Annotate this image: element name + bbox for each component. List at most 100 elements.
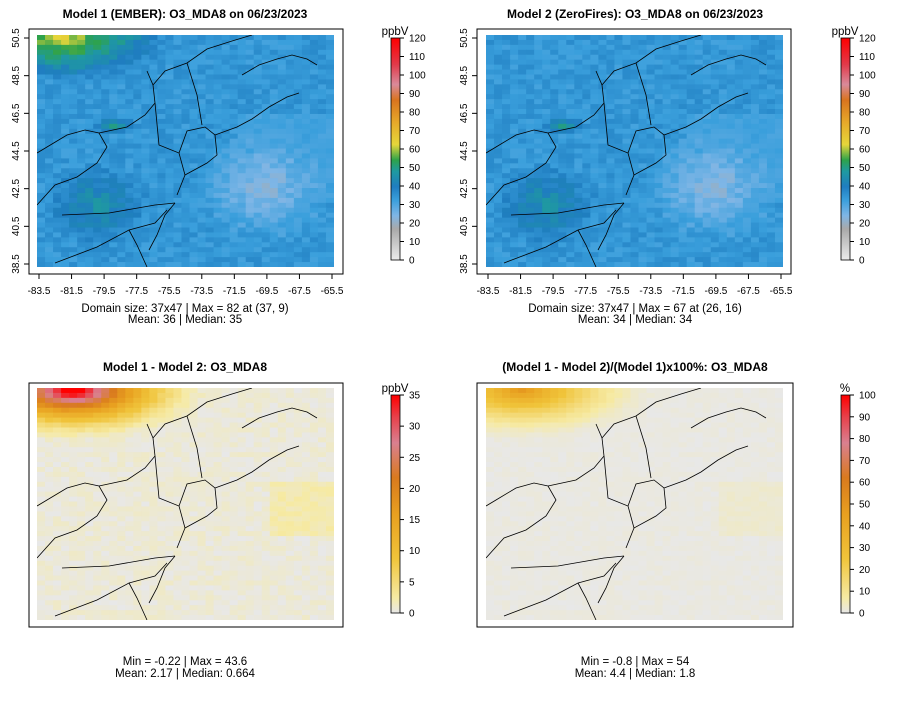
x-tick-label: -77.5 (574, 286, 597, 297)
x-tick-label: -75.5 (607, 286, 630, 297)
y-tick-label: 38.5 (459, 254, 470, 274)
map-grid (37, 388, 335, 621)
x-tick-label: -81.5 (60, 286, 83, 297)
x-tick-label: -79.5 (542, 286, 565, 297)
colorbar-tick-label: 20 (409, 219, 421, 230)
colorbar-tick-label: 10 (859, 237, 871, 248)
x-tick-label: -83.5 (28, 286, 51, 297)
colorbar-tick-label: 80 (859, 434, 871, 445)
stats-line: Mean: 4.4 | Median: 1.8 (575, 668, 696, 680)
panel-1: Model 1 (EMBER): O3_MDA8 on 06/23/2023 -8… (11, 7, 426, 326)
colorbar-tick-label: 40 (409, 182, 421, 193)
colorbar-tick-label: 50 (409, 163, 421, 174)
colorbar-tick-label: 20 (409, 484, 421, 495)
y-tick-label: 42.5 (11, 178, 22, 198)
colorbar-tick-label: 40 (859, 521, 871, 532)
colorbar-tick-label: 70 (409, 126, 421, 137)
panel-2: Model 2 (ZeroFires): O3_MDA8 on 06/23/20… (459, 7, 876, 326)
colorbar-tick-label: 90 (409, 89, 421, 100)
colorbar-tick-label: 100 (409, 71, 426, 82)
colorbar-tick-label: 5 (409, 577, 415, 588)
panel-title: (Model 1 - Model 2)/(Model 1)x100%: O3_M… (502, 360, 768, 374)
y-tick-label: 46.5 (459, 103, 470, 123)
panel-title: Model 1 - Model 2: O3_MDA8 (103, 360, 267, 374)
stats-line: Min = -0.8 | Max = 54 (581, 656, 690, 668)
colorbar-tick-label: 90 (859, 412, 871, 423)
colorbar-tick-label: 80 (409, 108, 421, 119)
y-tick-label: 40.5 (11, 216, 22, 236)
colorbar-tick-label: 10 (409, 237, 421, 248)
colorbar-unit: ppbV (832, 26, 859, 38)
x-tick-label: -65.5 (321, 286, 344, 297)
y-tick-label: 38.5 (11, 254, 22, 274)
stats-line: Mean: 34 | Median: 34 (578, 314, 693, 326)
colorbar-tick-label: 30 (859, 543, 871, 554)
colorbar-tick-label: 120 (409, 34, 426, 45)
colorbar-tick-label: 70 (859, 456, 871, 467)
x-tick-label: -73.5 (190, 286, 213, 297)
colorbar-unit: % (840, 383, 850, 395)
colorbar-tick-label: 10 (859, 587, 871, 598)
y-axis: 38.540.542.544.546.548.550.5 (459, 28, 477, 274)
x-axis: -83.5 -81.5 -79.5 -77.5 -75.5 -73.5 -71.5 -69.5… (477, 274, 793, 297)
colorbar-unit: ppbV (382, 383, 409, 395)
y-tick-label: 44.5 (11, 141, 22, 161)
panel-title: Model 1 (EMBER): O3_MDA8 on 06/23/2023 (63, 7, 308, 21)
colorbar-unit: ppbV (382, 26, 409, 38)
y-tick-label: 42.5 (459, 178, 470, 198)
colorbar-tick-label: 0 (409, 609, 415, 620)
colorbar-tick-label: 50 (859, 163, 871, 174)
stats-line: Min = -0.22 | Max = 43.6 (123, 656, 247, 668)
x-tick-label: -71.5 (672, 286, 695, 297)
x-tick-label: -65.5 (770, 286, 793, 297)
colorbar-tick-label: 70 (859, 126, 871, 137)
colorbar-tick-label: 0 (859, 256, 865, 267)
x-tick-label: -73.5 (639, 286, 662, 297)
x-tick-label: -67.5 (737, 286, 760, 297)
colorbar-tick-label: 80 (859, 108, 871, 119)
map-area (486, 35, 784, 268)
x-axis: -83.5 -81.5 -79.5 -77.5 -75.5 -73.5 -71.5 -69.5… (28, 274, 344, 297)
colorbar-tick-label: 20 (859, 219, 871, 230)
x-tick-label: -77.5 (125, 286, 148, 297)
colorbar-tick-label: 50 (859, 500, 871, 511)
map-area (37, 35, 335, 268)
colorbar-tick-label: 110 (859, 52, 875, 63)
panel-3: Model 1 - Model 2: O3_MDA8ppbV0510152025… (29, 360, 421, 680)
map-grid (486, 388, 784, 621)
map-area (37, 388, 335, 621)
colorbar-ramp (841, 395, 850, 613)
colorbar-tick-label: 15 (409, 515, 421, 526)
colorbar-tick-label: 0 (859, 609, 865, 620)
x-tick-label: -71.5 (223, 286, 246, 297)
colorbar-tick-label: 90 (859, 89, 871, 100)
x-tick-label: -75.5 (158, 286, 181, 297)
y-tick-label: 44.5 (459, 141, 470, 161)
x-tick-label: -69.5 (704, 286, 727, 297)
colorbar-tick-label: 60 (859, 478, 871, 489)
panel-title: Model 2 (ZeroFires): O3_MDA8 on 06/23/20… (507, 7, 763, 21)
colorbar-tick-label: 110 (409, 52, 425, 63)
colorbar-tick-label: 25 (409, 453, 421, 464)
map-grid (486, 35, 784, 268)
colorbar-tick-label: 0 (409, 256, 415, 267)
stats-line: Mean: 36 | Median: 35 (128, 314, 242, 326)
y-tick-label: 48.5 (459, 65, 470, 85)
colorbar-tick-label: 30 (409, 422, 421, 433)
x-tick-label: -67.5 (288, 286, 311, 297)
x-tick-label: -81.5 (509, 286, 532, 297)
x-tick-label: -83.5 (477, 286, 500, 297)
colorbar-ramp (841, 38, 850, 260)
x-tick-label: -79.5 (93, 286, 116, 297)
x-tick-label: -69.5 (255, 286, 278, 297)
map-grid (37, 35, 335, 268)
colorbar-ramp (391, 38, 400, 260)
colorbar-tick-label: 30 (859, 200, 871, 211)
colorbar-tick-label: 60 (409, 145, 421, 156)
y-tick-label: 40.5 (459, 216, 470, 236)
colorbar-tick-label: 20 (859, 565, 871, 576)
y-tick-label: 46.5 (11, 103, 22, 123)
